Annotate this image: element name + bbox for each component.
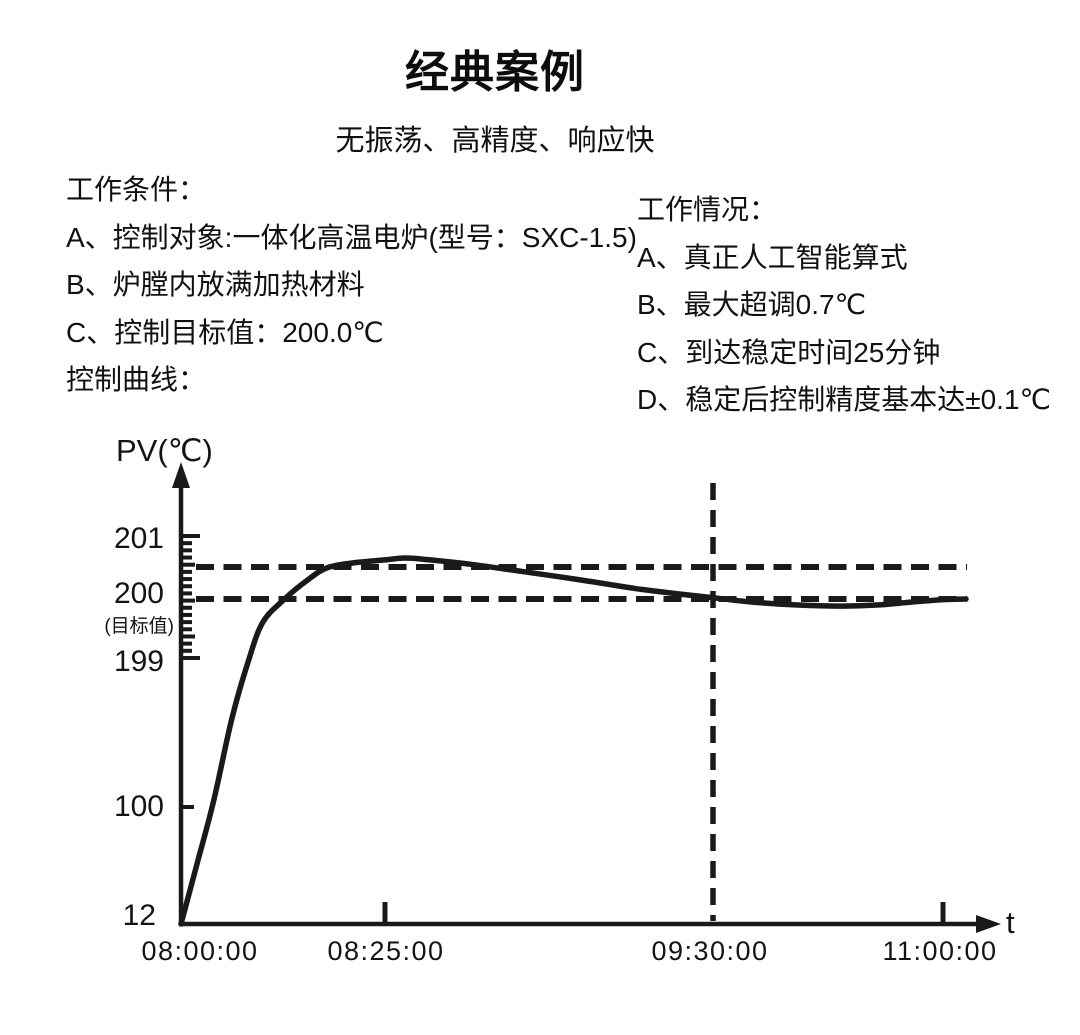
x-tick-0825: 08:25:00 xyxy=(327,936,445,966)
work-conditions-block: 工作条件： A、控制对象:一体化高温电炉(型号：SXC-1.5) B、炉膛内放满… xyxy=(66,166,637,404)
control-curve-label: 控制曲线： xyxy=(66,364,207,395)
x-tick-1100: 11:00:00 xyxy=(882,936,998,966)
chart-axes xyxy=(172,462,1001,933)
work-conditions-item-a: A、控制对象:一体化高温电炉(型号：SXC-1.5) xyxy=(66,221,637,253)
work-conditions-item-b: B、炉膛内放满加热材料 xyxy=(66,269,365,300)
page-title: 经典案例 xyxy=(405,48,585,97)
target-value-note: (目标值) xyxy=(104,616,174,637)
y-tick-100: 100 xyxy=(113,790,164,823)
y-tick-200: 200 xyxy=(113,577,164,610)
y-axis-ruler-ticks xyxy=(179,534,200,809)
x-axis-title: t xyxy=(1006,905,1015,940)
work-results-block: 工作情况： A、真正人工智能算式 B、最大超调0.7℃ C、到达稳定时间25分钟… xyxy=(637,186,1051,424)
work-results-heading: 工作情况： xyxy=(637,194,778,225)
work-results-item-a: A、真正人工智能算式 xyxy=(637,241,908,273)
reference-dashed-lines xyxy=(196,483,967,921)
x-tick-0800: 08:00:00 xyxy=(141,936,259,966)
y-tick-199: 199 xyxy=(113,645,164,678)
work-results-item-b: B、最大超调0.7℃ xyxy=(637,289,867,320)
work-results-item-c: C、到达稳定时间25分钟 xyxy=(637,336,941,368)
y-axis-title: PV(℃) xyxy=(116,433,213,468)
pv-curve xyxy=(178,555,969,927)
header: 经典案例 无振荡、高精度、响应快 xyxy=(0,36,990,159)
work-results-item-d: D、稳定后控制精度基本达±0.1℃ xyxy=(637,384,1051,415)
work-conditions-item-c: C、控制目标值：200.0℃ xyxy=(66,316,384,348)
x-axis-ticks xyxy=(382,902,946,922)
page-subtitle: 无振荡、高精度、响应快 xyxy=(335,125,655,157)
x-tick-0930: 09:30:00 xyxy=(651,936,769,966)
y-tick-201: 201 xyxy=(113,522,164,555)
work-conditions-heading: 工作条件： xyxy=(66,174,207,205)
y-tick-12: 12 xyxy=(122,899,156,932)
